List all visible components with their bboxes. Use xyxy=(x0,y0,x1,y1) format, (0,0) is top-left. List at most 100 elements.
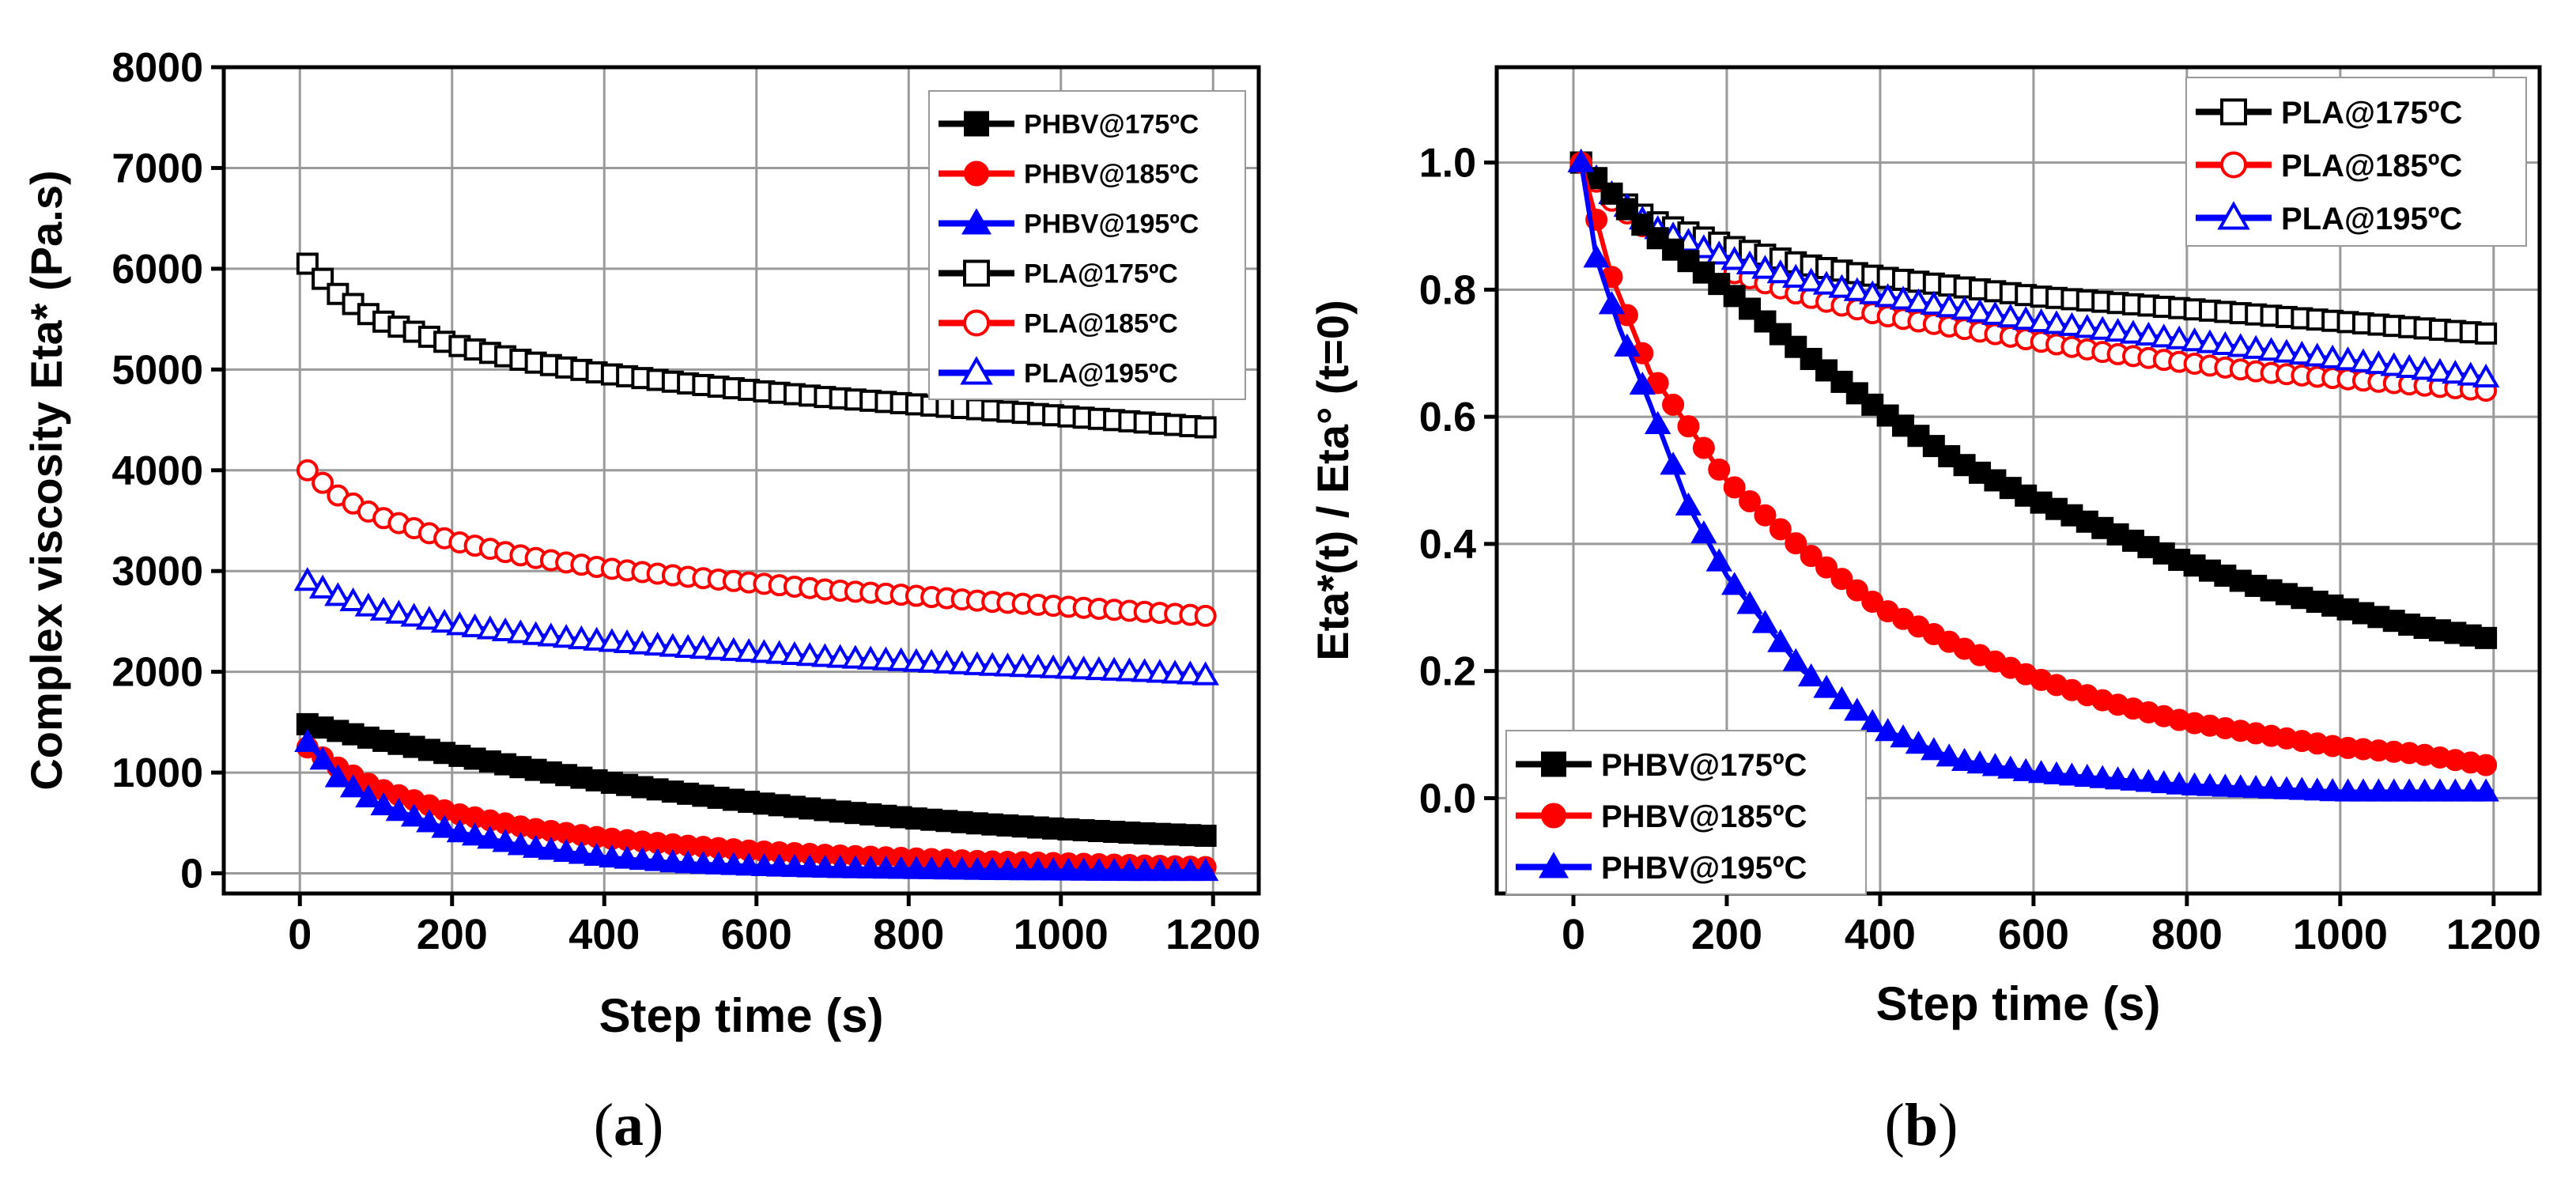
data-point xyxy=(1677,415,1700,438)
data-point xyxy=(339,774,367,798)
panel-b-x-axis-title: Step time (s) xyxy=(1875,977,2160,1030)
data-point xyxy=(1600,182,1623,205)
data-point xyxy=(522,621,550,645)
panel-b-axes-frame xyxy=(1494,65,2542,896)
data-point xyxy=(461,613,489,637)
data-point xyxy=(2011,306,2040,331)
data-point xyxy=(1769,518,1792,541)
data-point xyxy=(1813,674,1840,698)
legend-label: PHBV@175ºC xyxy=(1601,748,1807,783)
data-point xyxy=(2242,334,2270,359)
data-point xyxy=(476,615,504,640)
panel-b-series-phbv-195c xyxy=(1568,149,2499,802)
panel-a-y-tick-label: 1000 xyxy=(111,750,203,796)
data-point xyxy=(2042,310,2071,334)
legend-item-phbv-195c: PHBV@195ºC xyxy=(939,208,1199,240)
panel-a-y-axis-title: Complex viscosity Eta* (Pa.s) xyxy=(21,170,71,790)
legend-marker xyxy=(961,208,991,235)
data-point xyxy=(553,838,580,862)
data-point xyxy=(1782,648,1809,671)
data-point xyxy=(1874,283,1902,308)
data-point xyxy=(507,832,534,856)
panel-a-x-tick-label: 0 xyxy=(288,911,312,958)
data-point xyxy=(1966,750,1993,774)
panel-b-x-tick-label: 800 xyxy=(2151,911,2223,958)
data-point xyxy=(2475,322,2498,345)
data-point xyxy=(2104,317,2132,342)
legend-marker xyxy=(1541,803,1566,829)
panel-a-series-pla-195c xyxy=(293,567,1219,686)
legend-item-phbv-185c: PHBV@185ºC xyxy=(1516,799,1807,834)
data-point xyxy=(1781,263,1810,288)
data-point xyxy=(2181,772,2208,795)
panel-b-y-tick-label: 0.6 xyxy=(1419,395,1476,440)
panel-b-y-tick-label: 1.0 xyxy=(1419,141,1476,187)
data-point xyxy=(1797,663,1825,687)
data-point xyxy=(1662,393,1685,416)
legend-marker xyxy=(963,259,990,287)
panel-a-series-pla-175c xyxy=(296,252,1217,439)
panel-a-y-tick-label: 3000 xyxy=(111,549,203,595)
data-point xyxy=(1692,436,1715,459)
legend-item-pla-185c: PLA@185ºC xyxy=(939,309,1178,339)
panel-b-y-tick-label: 0.4 xyxy=(1419,522,1476,568)
data-point xyxy=(461,822,489,846)
data-point xyxy=(659,849,686,873)
data-point xyxy=(1785,532,1807,555)
data-point xyxy=(1194,416,1217,439)
data-point xyxy=(2442,360,2469,384)
legend-marker xyxy=(960,356,993,385)
data-point xyxy=(1921,737,1947,761)
legend-item-pla-175c: PLA@175ºC xyxy=(939,259,1178,289)
data-point xyxy=(614,845,640,869)
data-point xyxy=(400,803,428,827)
data-point xyxy=(1598,291,1626,315)
data-point xyxy=(689,635,717,659)
panel-b-x-tick-label: 1200 xyxy=(2446,911,2541,958)
data-point xyxy=(1828,274,1856,298)
panel-a-y-tick-label: 4000 xyxy=(111,448,203,494)
legend-label: PHBV@195ºC xyxy=(1024,210,1199,240)
data-point xyxy=(1644,410,1671,434)
data-point xyxy=(430,608,459,633)
data-point xyxy=(994,652,1022,677)
legend-item-pla-175c: PLA@175ºC xyxy=(2196,96,2462,130)
panel-a-x-tick-label: 200 xyxy=(417,911,488,958)
panel-a-x-axis-title: Step time (s) xyxy=(599,989,883,1042)
data-point xyxy=(1785,335,1807,358)
data-point xyxy=(2365,349,2393,375)
panel-b-series-phbv-185c xyxy=(1569,151,2498,776)
panel-a-y-tick-label: 7000 xyxy=(111,145,203,191)
data-point xyxy=(2288,776,2316,800)
data-point xyxy=(1192,661,1219,686)
data-point xyxy=(2073,314,2102,338)
data-point xyxy=(599,844,625,868)
data-point xyxy=(583,842,610,867)
data-point xyxy=(583,626,610,651)
data-point xyxy=(2395,353,2423,378)
data-point xyxy=(2318,344,2347,368)
data-point xyxy=(1583,244,1610,268)
legend-marker xyxy=(964,111,989,137)
data-point xyxy=(309,746,336,770)
data-point xyxy=(1024,653,1052,678)
legend-marker xyxy=(963,309,990,337)
data-point xyxy=(1812,270,1841,295)
data-point xyxy=(978,652,1007,676)
data-point xyxy=(1614,333,1641,357)
data-point xyxy=(2227,333,2255,357)
data-point xyxy=(431,814,458,838)
data-point xyxy=(811,643,839,667)
data-point xyxy=(1631,213,1654,236)
data-point xyxy=(1100,656,1128,681)
data-point xyxy=(2411,356,2438,380)
legend-item-pla-195c: PLA@195ºC xyxy=(2196,201,2462,236)
data-point xyxy=(2120,767,2147,791)
data-point xyxy=(2119,319,2147,344)
legend-marker xyxy=(1541,751,1566,777)
data-point xyxy=(674,633,702,659)
data-point xyxy=(2212,331,2239,356)
data-point xyxy=(2012,757,2039,781)
panel-a-y-tick-label: 2000 xyxy=(111,650,203,696)
legend-label: PHBV@185ºC xyxy=(1601,799,1807,834)
